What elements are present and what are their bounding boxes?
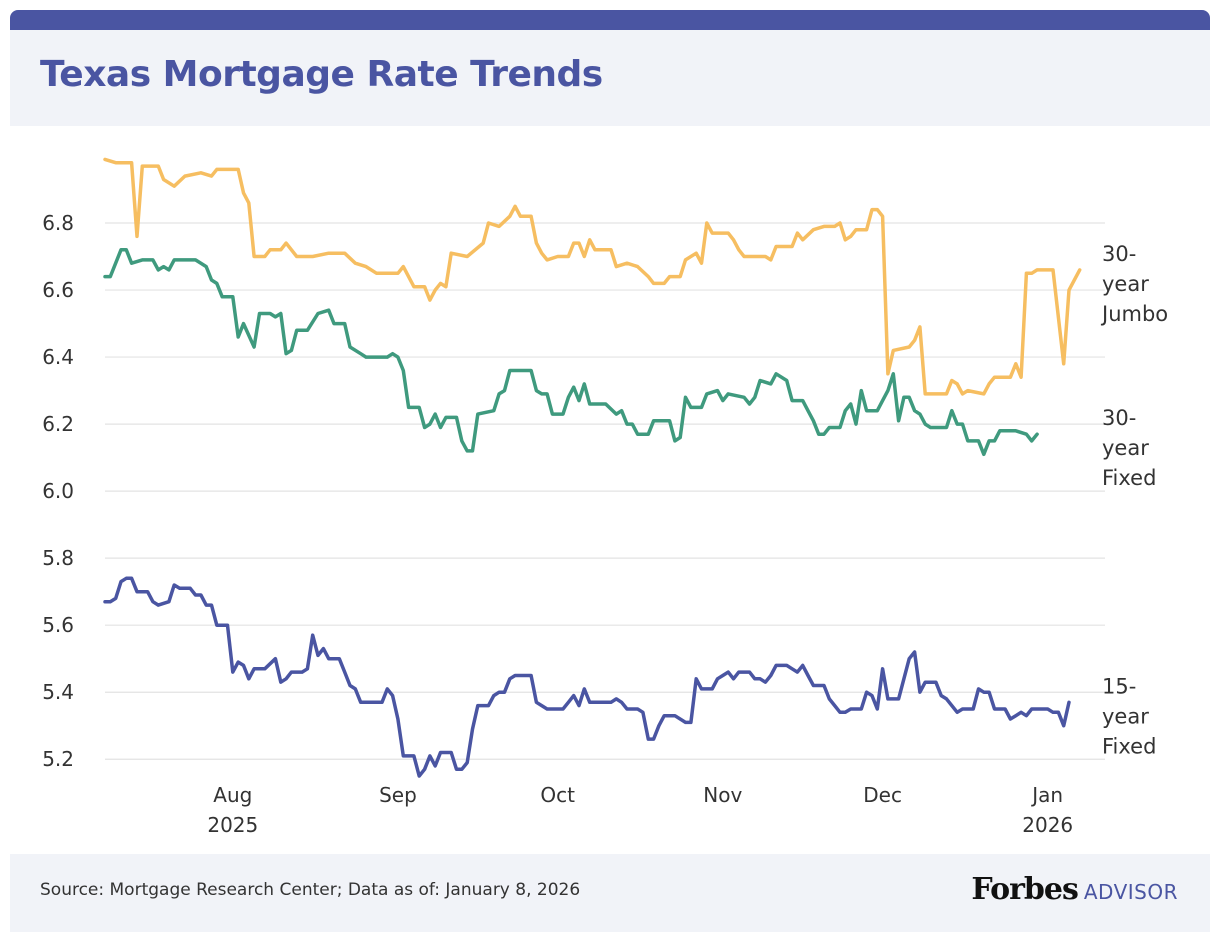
brand-suffix: ADVISOR xyxy=(1083,880,1178,904)
y-axis-ticks: 5.2 5.4 5.6 5.8 6.0 6.2 6.4 6.6 6.8 xyxy=(42,211,74,771)
footer-panel: Source: Mortgage Research Center; Data a… xyxy=(10,854,1210,932)
x-tick-label: Jan 2026 xyxy=(1022,783,1073,837)
source-note: Source: Mortgage Research Center; Data a… xyxy=(40,880,581,900)
y-tick-label: 6.8 xyxy=(42,211,74,235)
x-tick-label: Oct xyxy=(540,783,575,807)
x-tick-label: Dec xyxy=(863,783,902,807)
y-tick-label: 5.2 xyxy=(42,747,74,771)
x-tick-label: Nov xyxy=(703,783,742,807)
page-title: Texas Mortgage Rate Trends xyxy=(40,54,603,95)
series-label-30-year-jumbo: 30-year Jumbo xyxy=(1100,242,1168,326)
title-panel: Texas Mortgage Rate Trends xyxy=(10,30,1210,126)
grid-lines xyxy=(105,222,1105,760)
y-tick-label: 6.0 xyxy=(42,479,74,503)
series-line-30-year-fixed xyxy=(103,248,1039,457)
series-line-30-year-jumbo xyxy=(103,157,1082,396)
brand-name: Forbes xyxy=(971,872,1078,907)
line-chart: 5.2 5.4 5.6 5.8 6.0 6.2 6.4 6.6 6.8 Aug 2025 Sep Oc… xyxy=(42,157,1168,837)
x-tick-label: Aug 2025 xyxy=(207,783,258,837)
y-tick-label: 5.4 xyxy=(42,680,74,704)
series-label-15-year-fixed: 15-year Fixed xyxy=(1102,674,1156,758)
series-labels: 30-year Jumbo 30-year Fixed 15-year Fixed xyxy=(1100,242,1168,758)
y-tick-label: 6.2 xyxy=(42,412,74,436)
series-label-30-year-fixed: 30-year Fixed xyxy=(1102,406,1156,490)
y-tick-label: 6.6 xyxy=(42,278,74,302)
y-tick-label: 5.6 xyxy=(42,613,74,637)
y-tick-label: 5.8 xyxy=(42,546,74,570)
series-group xyxy=(103,157,1082,778)
forbes-advisor-logo: Forbes ADVISOR xyxy=(971,872,1178,907)
x-tick-label: Sep xyxy=(379,783,417,807)
series-line-15-year-fixed xyxy=(103,576,1071,778)
x-axis-ticks: Aug 2025 Sep Oct Nov Dec Jan 2026 xyxy=(207,783,1073,837)
y-tick-label: 6.4 xyxy=(42,345,74,369)
top-accent-bar xyxy=(10,10,1210,30)
